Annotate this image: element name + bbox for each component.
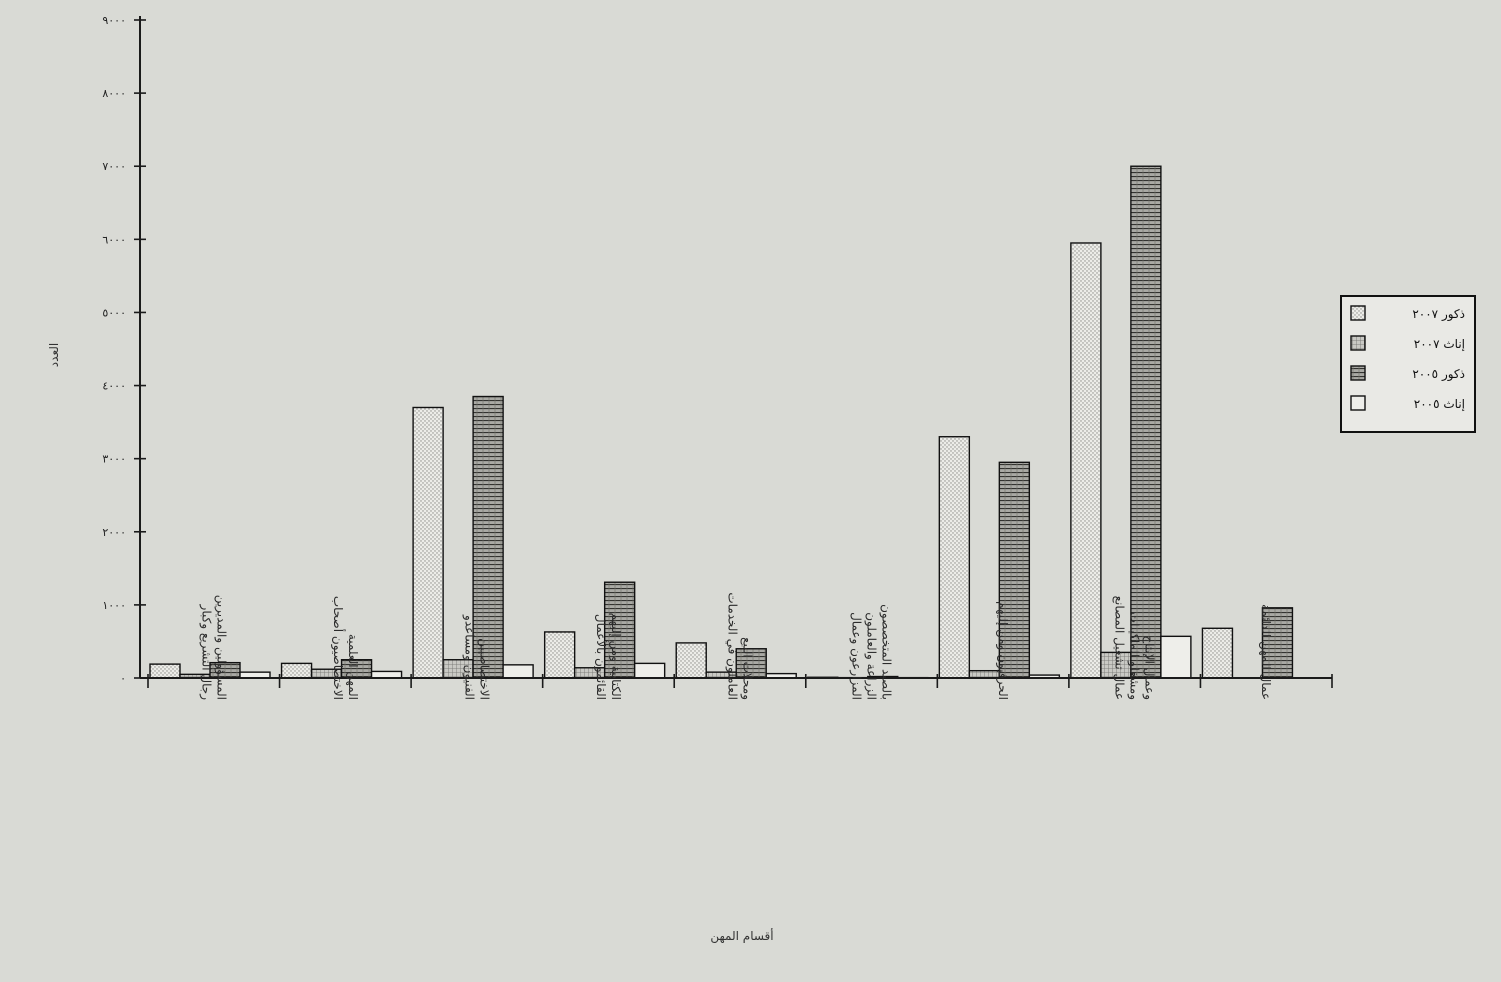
bar-series-0-category-4 — [676, 643, 706, 678]
bar-series-2-category-7 — [1131, 166, 1161, 678]
y-tick-label: ٤٠٠٠ — [102, 380, 126, 393]
y-tick-label: ٥٠٠٠ — [102, 306, 126, 319]
category-label-line: عمال تشغيل المصانع — [1113, 596, 1127, 700]
bar-series-0-category-3 — [545, 632, 575, 678]
legend-swatch — [1351, 366, 1365, 380]
category-label-line: المسؤولين والمديرين — [213, 595, 228, 700]
y-tick-label: ١٠٠٠ — [102, 599, 126, 612]
y-tick-label: ٣٠٠٠ — [102, 453, 126, 466]
bar-series-0-category-6 — [939, 437, 969, 678]
category-label-line: بالصيد المتخصصون — [879, 604, 894, 700]
bar-series-1-category-6 — [969, 671, 999, 678]
category-label-line: القائمون بالأعمال — [593, 614, 609, 700]
category-label: الحرفيون ومن إليهم — [995, 601, 1010, 700]
bar-series-0-category-7 — [1071, 243, 1101, 678]
category-label-line: الفنيون ومساعدو — [461, 614, 476, 700]
bar-series-0-category-8 — [1202, 628, 1232, 678]
legend-label: إناث ٢٠٠٥ — [1414, 397, 1465, 411]
bar-series-0-category-2 — [413, 407, 443, 678]
category-label-line: ومشغلو الماكينات — [1127, 612, 1142, 700]
category-label-line: الحرفيون ومن إليهم — [995, 601, 1010, 700]
y-tick-label: ٨٠٠٠ — [102, 87, 126, 100]
legend-swatch — [1351, 336, 1365, 350]
y-tick-label: ٩٠٠٠ — [102, 14, 126, 27]
legend-swatch — [1351, 306, 1365, 320]
y-tick-label: ٠ — [120, 672, 126, 685]
category-label: عمال المهن الدائمة — [1258, 604, 1273, 700]
bar-series-3-category-2 — [503, 665, 533, 678]
bar-series-3-category-7 — [1161, 636, 1191, 678]
category-label-line: العاملون في الخدمات — [725, 592, 740, 700]
category-label-line: الاختصاصيون أصحاب — [330, 596, 346, 700]
category-label-line: الزراعة والعاملون — [864, 612, 879, 700]
category-label-line: ومحلات البيع — [740, 637, 755, 700]
bar-series-0-category-0 — [150, 664, 180, 678]
y-tick-label: ٦٠٠٠ — [102, 233, 126, 246]
y-tick-label: ٧٠٠٠ — [102, 160, 126, 173]
category-label-line: رجال التشريع وكبار — [198, 604, 213, 701]
category-label-line: المهن العلمية — [345, 634, 360, 700]
category-label-line: الكتابية ومن إليهم — [608, 613, 623, 700]
legend-swatch — [1351, 396, 1365, 410]
legend-label: ذكور ٢٠٠٥ — [1412, 367, 1465, 382]
legend: ذكور ٢٠٠٧ إناث ٢٠٠٧ ذكور ٢٠٠٥ إناث ٢٠٠٥ — [1341, 296, 1475, 432]
y-axis-title: العدد — [47, 343, 61, 367]
x-axis-title: أقسام المهن — [710, 928, 773, 944]
bar-series-2-category-2 — [473, 397, 503, 678]
legend-label: ذكور ٢٠٠٧ — [1412, 307, 1465, 322]
legend-label: إناث ٢٠٠٧ — [1414, 337, 1465, 351]
category-label-line: عمال المهن الدائمة — [1258, 604, 1273, 700]
category-label-line: وعمال الإنتاج — [1142, 635, 1157, 700]
y-tick-label: ٢٠٠٠ — [102, 526, 126, 539]
category-label-line: المزارعون وعمال — [849, 612, 864, 700]
category-label-line: الاختصاصيين — [476, 638, 491, 700]
bar-series-0-category-1 — [282, 663, 312, 678]
bar-series-3-category-3 — [635, 663, 665, 678]
